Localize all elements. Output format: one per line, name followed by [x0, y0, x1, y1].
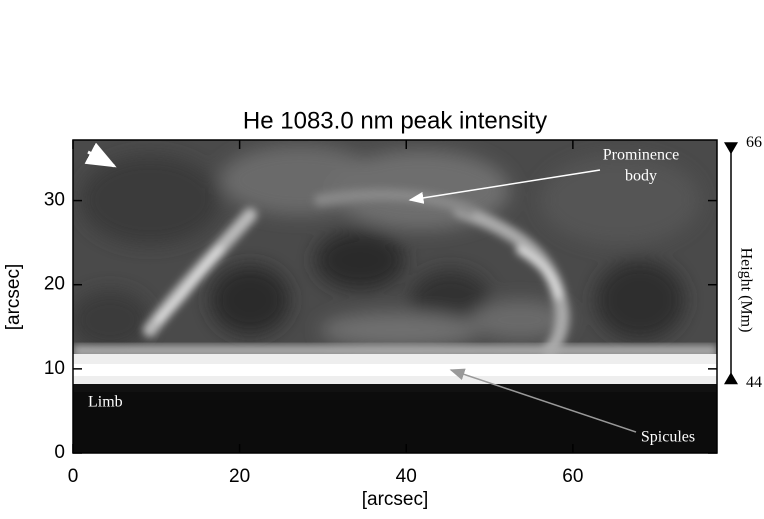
y-tick-label: 20: [44, 274, 65, 295]
y-tick-label: 0: [54, 442, 65, 463]
x-tick-label: 60: [562, 466, 583, 487]
y-tick-label: 30: [44, 190, 65, 211]
y-tick-label: 10: [44, 358, 65, 379]
y2-tick-marker: [724, 372, 738, 385]
x-tick-label: 0: [68, 466, 79, 487]
direction-arrow: [84, 142, 117, 168]
y-axis-label: [arcsec]: [3, 264, 24, 331]
y2-tick-marker: [724, 142, 738, 155]
y2-tick-label: 66: [746, 134, 762, 151]
annotation: Limb: [88, 394, 123, 411]
prominence-arrow: [408, 169, 601, 204]
x-axis-label: [arcsec]: [362, 489, 429, 510]
chart-title: He 1083.0 nm peak intensity: [243, 107, 547, 134]
y2-axis-label: Height (Mm): [737, 248, 754, 333]
annotation: Spicules: [641, 429, 695, 446]
intensity-image: [73, 140, 717, 453]
annotation: body: [625, 168, 657, 185]
x-tick-label: 40: [396, 466, 417, 487]
x-tick-label: 20: [229, 466, 250, 487]
y2-tick-label: 44: [746, 374, 762, 391]
spicules-arrow: [449, 368, 637, 433]
plot-frame: [72, 139, 718, 454]
annotation: Prominence: [603, 147, 679, 164]
